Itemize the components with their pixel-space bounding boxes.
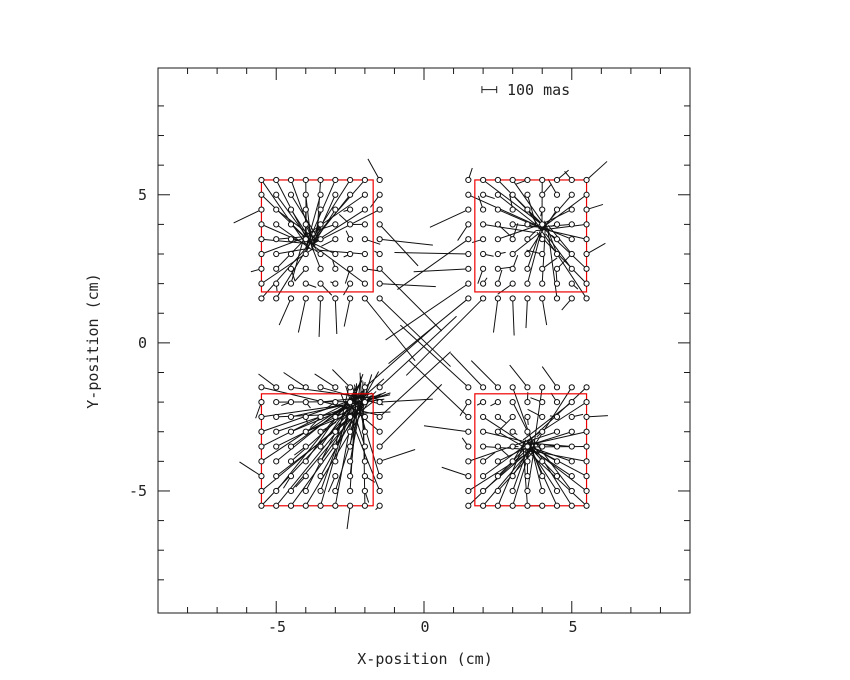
y-tick-label-0: 0: [137, 334, 147, 352]
y-axis-label: Y-position (cm): [84, 273, 102, 409]
chip-square-bottom-right-chip: [474, 393, 588, 507]
axes-box-and-ticks: [157, 67, 691, 614]
grid-node-circles: [258, 176, 590, 509]
scale-bar-label: 100 mas: [507, 81, 571, 99]
chip-square-top-right-chip: [474, 179, 588, 293]
chip-square-top-left-chip: [260, 179, 374, 293]
y-tick-label-neg5: -5: [128, 482, 147, 500]
chip-square-bottom-left-chip: [260, 393, 374, 507]
chip-boundary-squares: [260, 179, 588, 507]
x-tick-label-neg5: -5: [267, 618, 287, 636]
x-tick-label-5: 5: [568, 618, 578, 636]
scale-bar: [481, 86, 498, 94]
x-axis-label: X-position (cm): [357, 650, 493, 668]
x-tick-label-0: 0: [420, 618, 430, 636]
y-tick-label-5: 5: [137, 186, 147, 204]
